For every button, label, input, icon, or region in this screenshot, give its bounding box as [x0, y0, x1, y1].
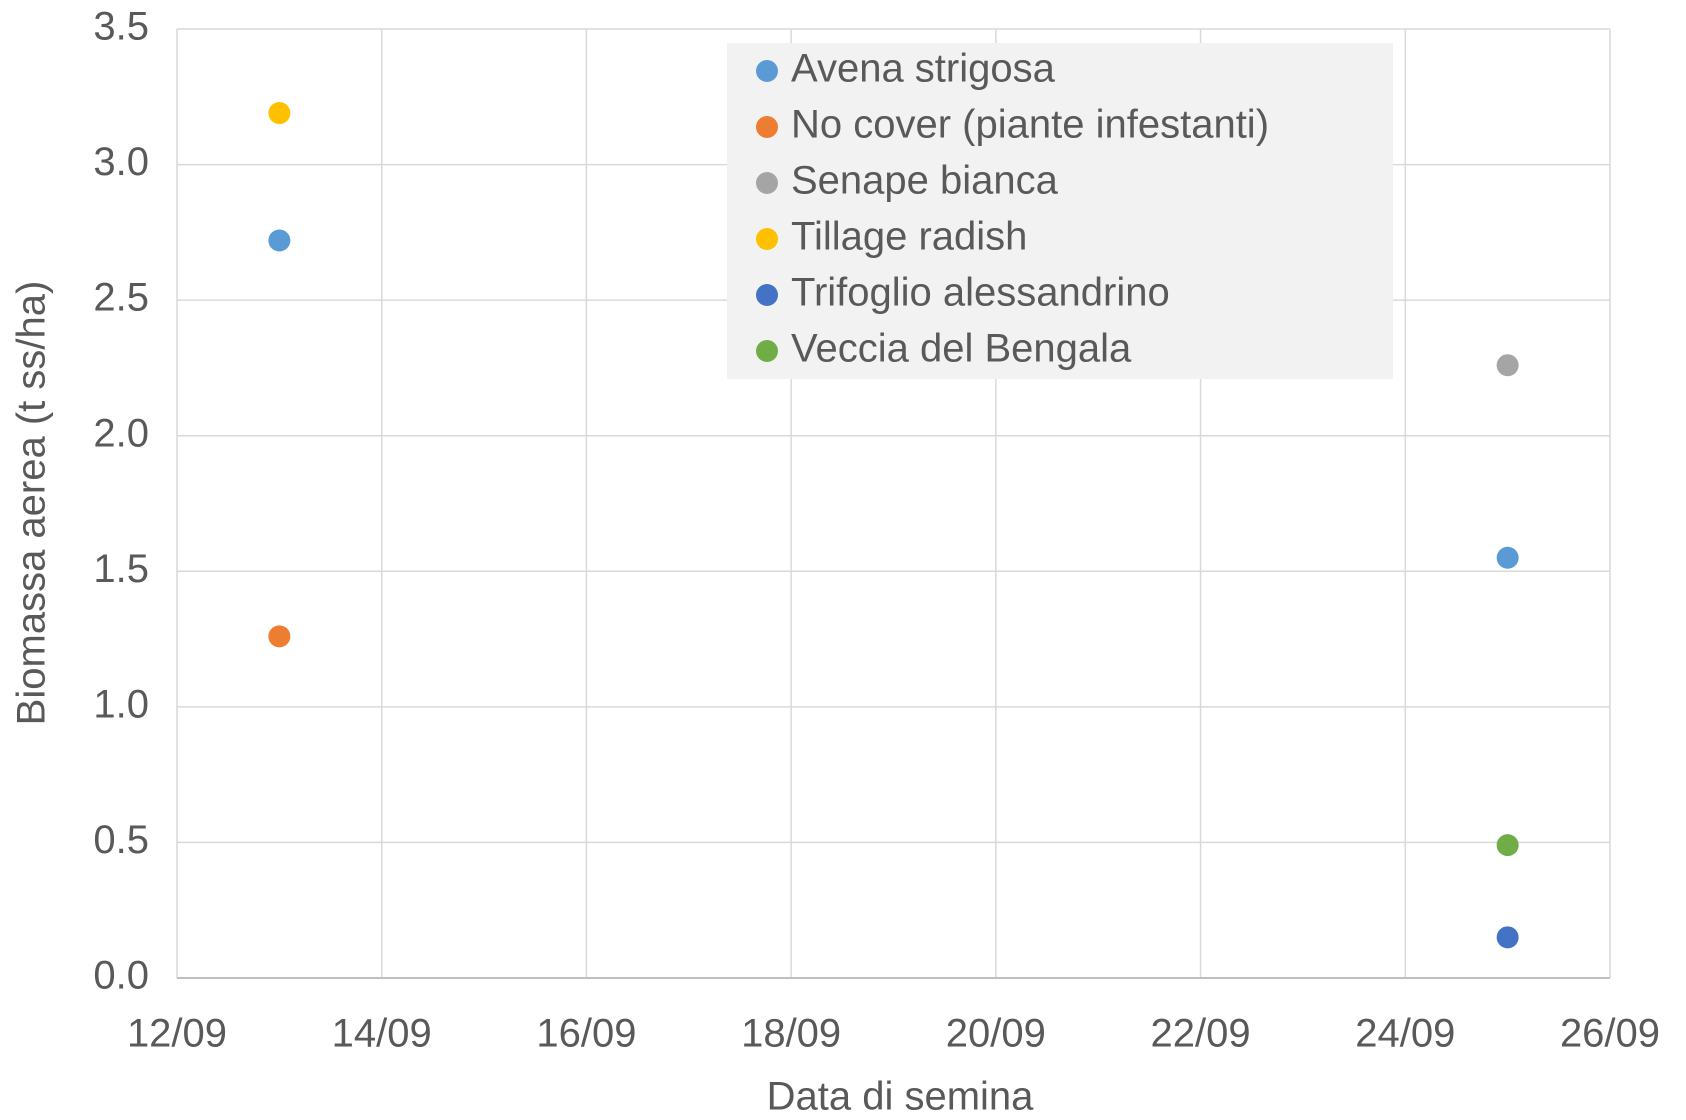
y-tick-label: 1.0	[93, 682, 149, 726]
x-tick-label: 18/09	[741, 1012, 841, 1056]
y-tick-label: 3.0	[93, 140, 149, 184]
x-axis-title: Data di semina	[767, 1075, 1035, 1119]
legend-label: Trifoglio alessandrino	[791, 271, 1170, 315]
point	[268, 102, 291, 125]
point	[1496, 834, 1519, 857]
y-tick-label: 1.5	[93, 547, 149, 591]
legend-label: Veccia del Bengala	[791, 327, 1132, 371]
x-tick-label: 26/09	[1560, 1012, 1660, 1056]
y-tick-label: 2.0	[93, 411, 149, 455]
legend-marker	[756, 228, 778, 250]
legend-label: No cover (piante infestanti)	[791, 103, 1269, 147]
legend-marker	[756, 60, 778, 82]
point	[1496, 354, 1519, 377]
x-tick-label: 20/09	[946, 1012, 1046, 1056]
point	[1496, 546, 1519, 569]
legend-label: Tillage radish	[791, 215, 1027, 259]
legend-marker	[756, 284, 778, 306]
legend-marker	[756, 340, 778, 362]
y-tick-label: 2.5	[93, 276, 149, 320]
x-tick-label: 24/09	[1355, 1012, 1455, 1056]
legend-box	[727, 43, 1393, 379]
point	[268, 229, 291, 252]
y-tick-label: 0.5	[93, 818, 149, 862]
y-tick-label: 0.0	[93, 954, 149, 998]
legend-label: Senape bianca	[791, 159, 1059, 203]
x-tick-label: 16/09	[536, 1012, 636, 1056]
legend-marker	[756, 172, 778, 194]
point	[268, 625, 291, 648]
y-axis-title: Biomassa aerea (t ss/ha)	[10, 281, 54, 726]
point	[1496, 926, 1519, 949]
x-tick-label: 12/09	[127, 1012, 227, 1056]
y-tick-label: 3.5	[93, 5, 149, 49]
x-tick-label: 14/09	[332, 1012, 432, 1056]
legend-label: Avena strigosa	[791, 47, 1056, 91]
legend-marker	[756, 116, 778, 138]
x-tick-label: 22/09	[1151, 1012, 1251, 1056]
